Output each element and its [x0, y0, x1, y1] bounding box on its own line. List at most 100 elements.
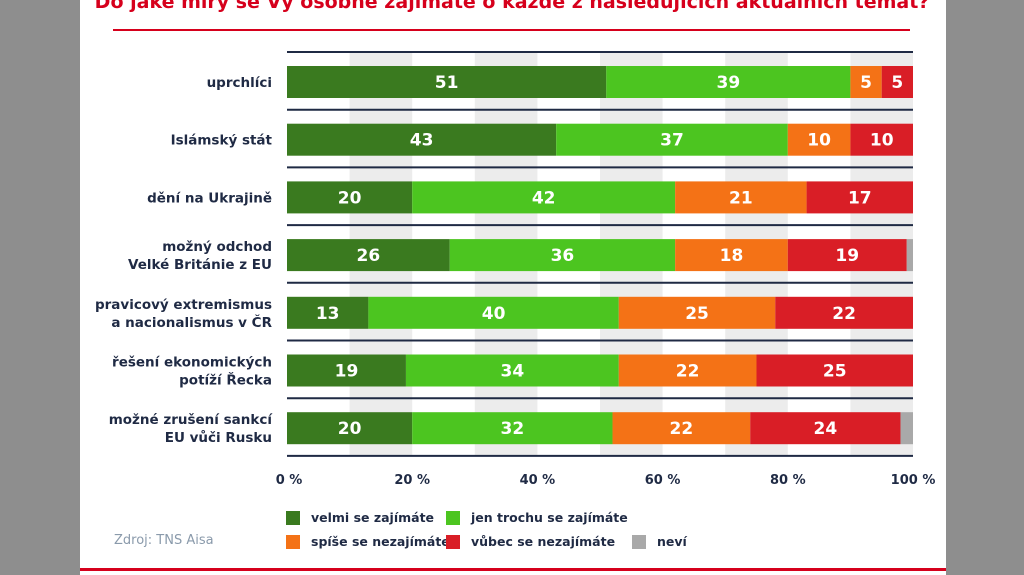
value-label: 34	[501, 362, 525, 382]
value-label: 18	[720, 246, 744, 266]
value-label: 24	[814, 419, 838, 439]
x-tick-label: 40 %	[520, 473, 556, 488]
category-label: Islámský stát	[171, 133, 273, 149]
bar-segment	[806, 181, 913, 214]
category-label: potíží Řecka	[179, 372, 272, 389]
bar-segment	[287, 239, 450, 272]
bar-segment	[900, 412, 913, 445]
bar-segment	[368, 296, 619, 329]
chart-title: Do jaké míry se Vy osobně zajímáte o kaž…	[94, 0, 930, 13]
bar-segment	[287, 412, 413, 445]
category-label: a nacionalismus v ČR	[111, 313, 272, 331]
bar-segment	[775, 296, 913, 329]
value-label: 10	[807, 131, 831, 151]
value-label: 39	[716, 73, 740, 93]
bar-segment	[850, 66, 882, 98]
bars	[287, 66, 913, 445]
value-label: 20	[338, 188, 362, 208]
x-tick-label: 20 %	[394, 473, 430, 488]
value-label: 5	[860, 73, 872, 93]
value-label: 25	[685, 304, 709, 324]
value-label: 26	[357, 246, 381, 266]
legend-label: jen trochu se zajímáte	[471, 510, 628, 525]
legend-label: velmi se zajímáte	[311, 510, 435, 525]
value-label: 5	[891, 73, 903, 93]
legend-item-vubec-ne: vůbec se nezajímáte	[446, 534, 615, 549]
value-label: 43	[410, 131, 434, 151]
legend-item-spise-ne: spíše se nezajímáte	[286, 534, 450, 549]
bar-segment	[449, 239, 676, 272]
legend-swatch	[446, 534, 460, 549]
title-divider	[113, 29, 910, 31]
value-label: 19	[835, 246, 859, 266]
bar-segment	[675, 239, 788, 272]
legend-label: neví	[657, 534, 687, 549]
bar-segment	[405, 354, 619, 387]
x-tick-labels: 0 % 20 % 40 % 60 % 80 % 100 %	[276, 473, 936, 488]
bar-segment	[850, 123, 913, 156]
bar-segment	[756, 354, 913, 387]
category-label: EU vůči Rusku	[165, 429, 272, 446]
legend-label: spíše se nezajímáte	[311, 534, 450, 549]
legend-item-velmi: velmi se zajímáte	[286, 510, 434, 525]
row-separators	[287, 51, 913, 457]
bar-segment	[906, 239, 913, 272]
legend-item-nevi: neví	[632, 534, 687, 549]
bar-segment	[287, 123, 557, 156]
x-tick-label: 80 %	[770, 473, 806, 488]
bar-segment	[412, 412, 613, 445]
legend-swatch	[446, 510, 460, 525]
value-label: 13	[316, 304, 340, 324]
value-label: 25	[823, 362, 847, 382]
value-label: 36	[551, 246, 575, 266]
legend-item-jen-trochu: jen trochu se zajímáte	[446, 510, 628, 525]
bar-segment	[612, 412, 751, 445]
x-tick-label: 60 %	[645, 473, 681, 488]
bar-segment	[287, 354, 406, 387]
value-label: 32	[501, 419, 525, 439]
x-tick-label: 0 %	[276, 473, 303, 488]
legend-swatch	[286, 534, 300, 549]
bar-segment	[618, 354, 757, 387]
source-note: Zdroj: TNS Aisa	[114, 533, 214, 548]
bar-segment	[750, 412, 901, 445]
legend-swatch	[632, 534, 646, 549]
bar-segment	[881, 66, 913, 98]
value-label: 42	[532, 188, 556, 208]
bar-segment	[556, 123, 788, 156]
category-label: dění na Ukrajině	[147, 190, 272, 206]
value-label: 20	[338, 419, 362, 439]
bar-segment	[787, 239, 907, 272]
value-label: 22	[832, 304, 856, 324]
value-label: 22	[676, 362, 700, 382]
category-labels: uprchlíci Islámský stát dění na Ukrajině mo…	[95, 75, 273, 446]
category-label: možné zrušení sankcí	[109, 412, 274, 428]
bottom-divider	[80, 568, 946, 571]
value-label: 19	[335, 362, 359, 382]
value-label: 17	[848, 188, 872, 208]
category-label: pravicový extremismus	[95, 297, 272, 313]
value-label: 10	[870, 131, 894, 151]
value-label: 37	[660, 131, 684, 151]
value-label: 22	[670, 419, 694, 439]
bar-segment	[787, 123, 851, 156]
bar-segment	[287, 296, 369, 329]
bar-segment	[287, 181, 413, 214]
bar-segment	[412, 181, 676, 214]
value-label: 40	[482, 304, 506, 324]
category-label: možný odchod	[162, 239, 272, 255]
x-tick-label: 100 %	[891, 473, 936, 488]
legend-swatch	[286, 510, 300, 525]
category-label: Velké Británie z EU	[128, 257, 272, 273]
bar-segment	[618, 296, 776, 329]
category-label: uprchlíci	[207, 75, 272, 91]
category-label: řešení ekonomických	[112, 355, 272, 371]
value-label: 51	[435, 73, 459, 93]
value-labels: 51 39 5 5 43 37 10 10 20 42 21 17 26 36 18 19 13 40 25 22 19…	[316, 73, 903, 439]
legend-label: vůbec se nezajímáte	[471, 534, 616, 549]
bar-segment	[675, 181, 807, 214]
value-label: 21	[729, 188, 753, 208]
bar-segment	[606, 66, 851, 98]
bar-segment	[287, 66, 607, 98]
